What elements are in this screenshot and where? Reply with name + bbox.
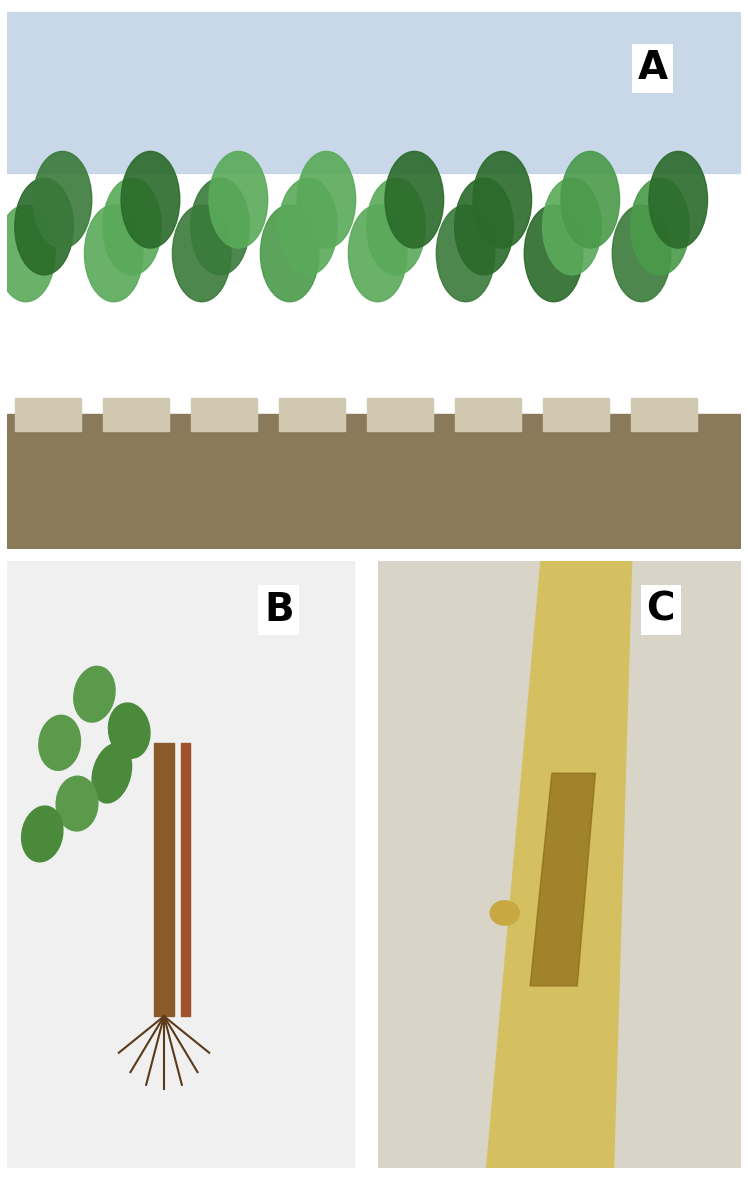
Ellipse shape [39, 715, 81, 771]
Ellipse shape [209, 151, 268, 248]
Ellipse shape [349, 205, 407, 302]
Bar [102, 399, 169, 431]
Bar [15, 399, 81, 431]
Bar [7, 414, 741, 549]
Text: A: A [637, 50, 668, 87]
Ellipse shape [85, 205, 143, 302]
Ellipse shape [172, 205, 231, 302]
Ellipse shape [279, 178, 337, 275]
Ellipse shape [297, 151, 355, 248]
Bar [631, 399, 696, 431]
Bar [181, 743, 190, 1016]
Bar [367, 399, 432, 431]
Polygon shape [486, 560, 631, 1168]
Ellipse shape [102, 178, 162, 275]
Ellipse shape [260, 205, 319, 302]
Bar [455, 399, 521, 431]
Ellipse shape [367, 178, 426, 275]
Text: C: C [646, 591, 675, 629]
Polygon shape [530, 773, 595, 986]
Bar [542, 399, 609, 431]
Ellipse shape [490, 900, 519, 925]
Ellipse shape [649, 151, 708, 248]
Ellipse shape [191, 178, 249, 275]
Ellipse shape [473, 151, 532, 248]
Bar [279, 399, 345, 431]
Ellipse shape [542, 178, 601, 275]
Ellipse shape [92, 743, 132, 802]
Ellipse shape [455, 178, 513, 275]
Ellipse shape [524, 205, 583, 302]
Ellipse shape [56, 776, 98, 831]
Bar [191, 399, 257, 431]
Ellipse shape [22, 806, 63, 861]
Ellipse shape [121, 151, 180, 248]
Ellipse shape [561, 151, 619, 248]
Ellipse shape [15, 178, 73, 275]
Ellipse shape [74, 667, 115, 722]
Ellipse shape [108, 703, 150, 759]
Ellipse shape [612, 205, 671, 302]
Bar [153, 743, 174, 1016]
Text: B: B [264, 591, 294, 629]
Ellipse shape [631, 178, 689, 275]
Bar [7, 12, 741, 172]
Ellipse shape [385, 151, 444, 248]
Ellipse shape [33, 151, 92, 248]
Ellipse shape [0, 205, 55, 302]
Ellipse shape [436, 205, 495, 302]
